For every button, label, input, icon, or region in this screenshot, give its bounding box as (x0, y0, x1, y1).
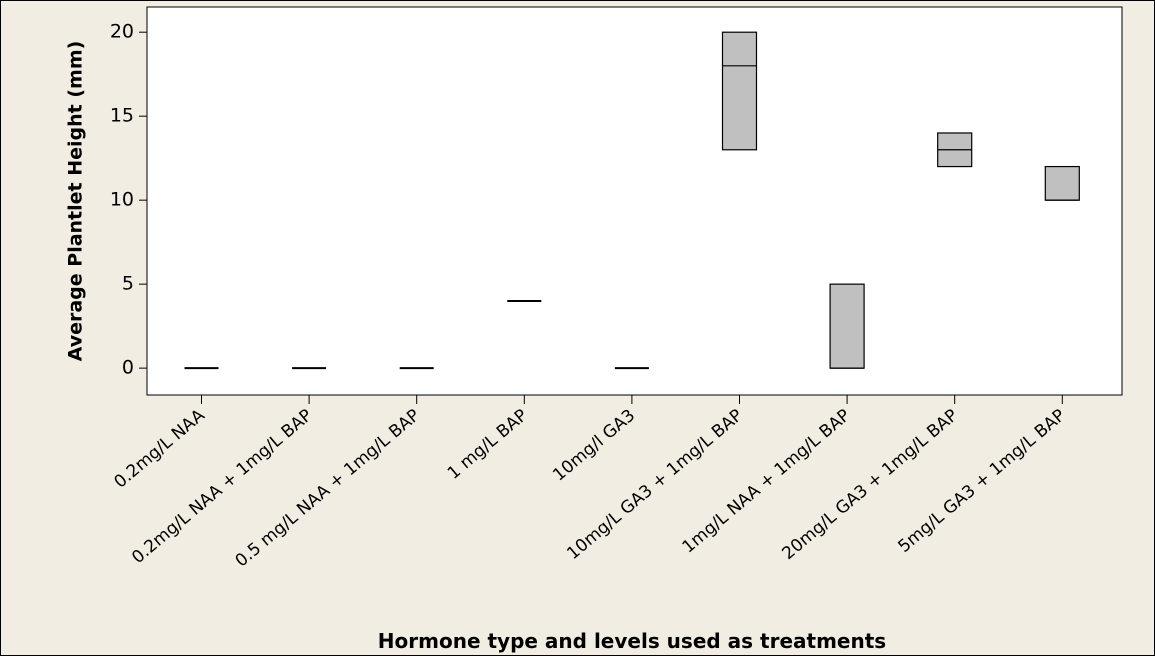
x-tick-label: 10mg/L GA3 + 1mg/L BAP (563, 406, 746, 564)
x-tick-label: 1mg/L NAA + 1mg/L BAP (679, 406, 855, 558)
x-tick-label: 10mg/l GA3 (549, 406, 639, 486)
box (829, 283, 865, 369)
x-tick-label: 1 mg/L BAP (444, 406, 532, 484)
plot-area (146, 6, 1123, 396)
y-axis: 0 5 10 15 20 (110, 21, 147, 379)
x-tick-label: 0.5 mg/L NAA + 1mg/L BAP (232, 406, 424, 572)
x-tick-label: 20mg/L GA3 + 1mg/L BAP (779, 406, 962, 564)
x-tick-label: 0.2mg/L NAA + 1mg/L BAP (128, 406, 316, 568)
y-tick-label: 5 (122, 273, 134, 295)
y-tick-label: 20 (110, 21, 134, 43)
box (1044, 165, 1080, 201)
x-tick-label: 0.2mg/L NAA (110, 405, 209, 492)
y-tick-label: 0 (122, 357, 134, 379)
y-axis-label: Average Plantlet Height (mm) (65, 41, 87, 362)
boxes-group (184, 31, 1080, 370)
box (721, 31, 758, 151)
y-tick-label: 10 (110, 189, 134, 211)
x-axis-label: Hormone type and levels used as treatmen… (378, 629, 886, 653)
y-tick-label: 15 (110, 105, 134, 127)
